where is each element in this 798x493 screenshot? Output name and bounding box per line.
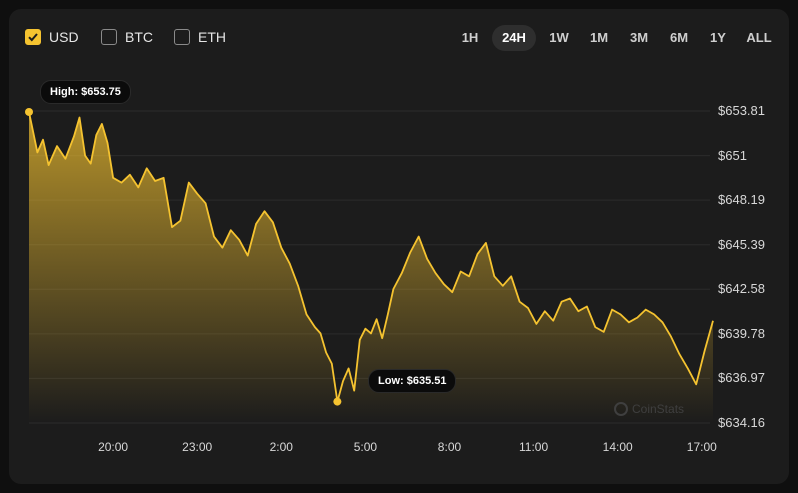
low-price-tooltip: Low: $635.51 bbox=[368, 369, 457, 393]
x-axis-tick-label: 17:00 bbox=[686, 440, 717, 454]
currency-toggle-usd[interactable]: USD bbox=[25, 29, 79, 45]
y-axis-tick-label: $639.78 bbox=[718, 325, 765, 341]
x-axis-tick-label: 8:00 bbox=[437, 440, 462, 454]
time-range-selector: 1H 24H 1W 1M 3M 6M 1Y ALL bbox=[454, 25, 778, 51]
range-button-all[interactable]: ALL bbox=[746, 30, 772, 45]
y-axis-tick-label: $653.81 bbox=[718, 103, 765, 118]
x-axis-tick-label: 14:00 bbox=[602, 440, 633, 454]
currency-label: BTC bbox=[125, 29, 153, 45]
high-price-tooltip: High: $653.75 bbox=[40, 80, 131, 104]
checkbox-unchecked-icon bbox=[174, 29, 190, 45]
x-axis-tick-label: 5:00 bbox=[353, 440, 378, 454]
x-axis-tick-label: 2:00 bbox=[269, 440, 293, 454]
range-button-1y[interactable]: 1Y bbox=[710, 30, 726, 45]
price-area-fill bbox=[29, 112, 713, 423]
range-button-6m[interactable]: 6M bbox=[669, 30, 689, 45]
low-point-marker bbox=[333, 397, 342, 406]
x-axis-tick-label: 20:00 bbox=[98, 440, 129, 454]
y-axis-tick-label: $648.19 bbox=[718, 192, 765, 208]
x-axis-tick-label: 11:00 bbox=[519, 440, 549, 454]
currency-label: ETH bbox=[198, 29, 226, 45]
y-axis-tick-label: $651 bbox=[718, 147, 747, 163]
watermark-text: CoinStats bbox=[632, 402, 685, 416]
price-line bbox=[28, 111, 714, 403]
currency-toggle-eth[interactable]: ETH bbox=[174, 29, 226, 45]
y-axis-tick-label: $634.16 bbox=[718, 415, 765, 430]
currency-toggle-btc[interactable]: BTC bbox=[101, 29, 153, 45]
range-button-24h[interactable]: 24H bbox=[492, 25, 536, 51]
y-axis-tick-label: $642.58 bbox=[718, 281, 765, 297]
range-button-1w[interactable]: 1W bbox=[549, 30, 569, 45]
coinstats-watermark: CoinStats bbox=[614, 402, 684, 416]
x-axis-tick-label: 23:00 bbox=[182, 440, 213, 454]
coinstats-logo-icon bbox=[614, 402, 628, 416]
range-button-3m[interactable]: 3M bbox=[629, 30, 649, 45]
checkbox-unchecked-icon bbox=[101, 29, 117, 45]
currency-label: USD bbox=[49, 29, 79, 45]
y-axis-tick-label: $645.39 bbox=[718, 236, 765, 252]
range-button-1m[interactable]: 1M bbox=[589, 30, 609, 45]
range-button-1h[interactable]: 1H bbox=[461, 30, 479, 45]
high-point-marker bbox=[25, 107, 33, 116]
checkbox-checked-icon bbox=[25, 29, 41, 45]
y-axis-tick-label: $636.97 bbox=[718, 370, 765, 386]
